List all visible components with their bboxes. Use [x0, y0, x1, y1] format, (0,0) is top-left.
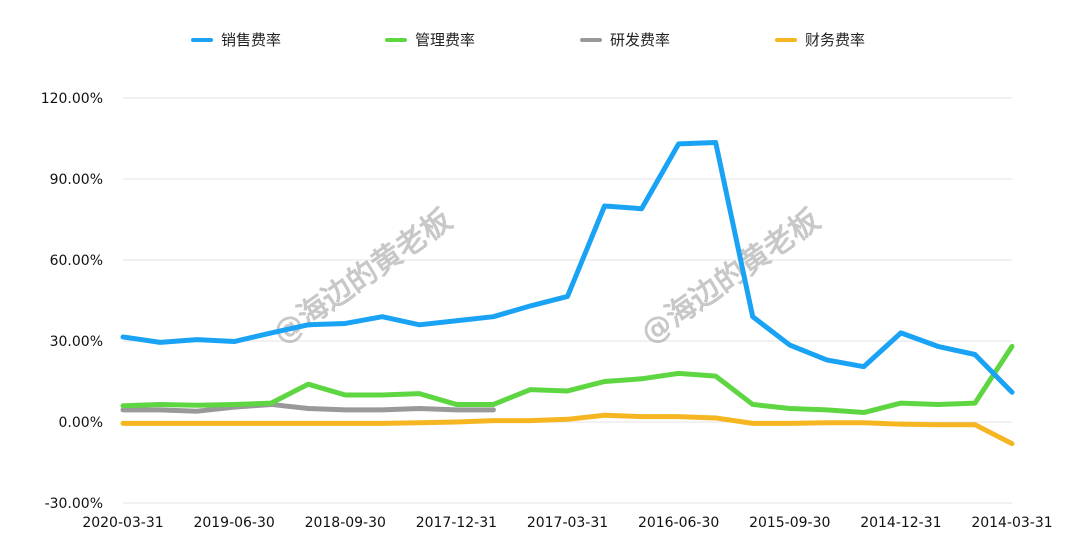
x-tick-label: 2016-06-30: [638, 515, 719, 531]
x-tick-label: 2018-09-30: [305, 515, 386, 531]
watermark-text-right: @海边的黄老板: [635, 202, 827, 351]
series-line-0: [120, 140, 1015, 395]
x-tick-label: 2014-12-31: [860, 515, 941, 531]
x-tick-label: 2019-06-30: [193, 515, 274, 531]
series-lines: [120, 140, 1015, 447]
y-tick-label: 90.00%: [50, 172, 103, 188]
legend-label: 财务费率: [805, 31, 865, 49]
gridlines: [123, 97, 1012, 504]
x-tick-label: 2020-03-31: [82, 515, 163, 531]
y-tick-label: -30.00%: [45, 496, 103, 512]
x-tick-label: 2017-03-31: [527, 515, 608, 531]
y-tick-label: 60.00%: [50, 253, 103, 269]
x-tick-label: 2017-12-31: [416, 515, 497, 531]
y-tick-label: 30.00%: [50, 334, 103, 350]
legend: 销售费率 管理费率 研发费率 财务费率: [191, 31, 865, 49]
legend-label: 管理费率: [415, 31, 475, 49]
y-tick-label: 0.00%: [59, 415, 103, 431]
legend-label: 销售费率: [221, 31, 281, 49]
y-tick-label: 120.00%: [41, 91, 103, 107]
legend-label: 研发费率: [610, 31, 670, 49]
x-tick-label: 2015-09-30: [749, 515, 830, 531]
x-axis-ticks: 2020-03-31 2019-06-30 2018-09-30 2017-12-31…: [82, 515, 1052, 531]
series-line-3: [120, 412, 1015, 447]
series-line-2: [120, 401, 496, 414]
x-tick-label: 2014-03-31: [971, 515, 1052, 531]
y-axis-ticks: -30.00% 0.00% 30.00% 60.00% 90.00% 120.00%: [41, 91, 103, 512]
series-line-1: [120, 343, 1015, 416]
